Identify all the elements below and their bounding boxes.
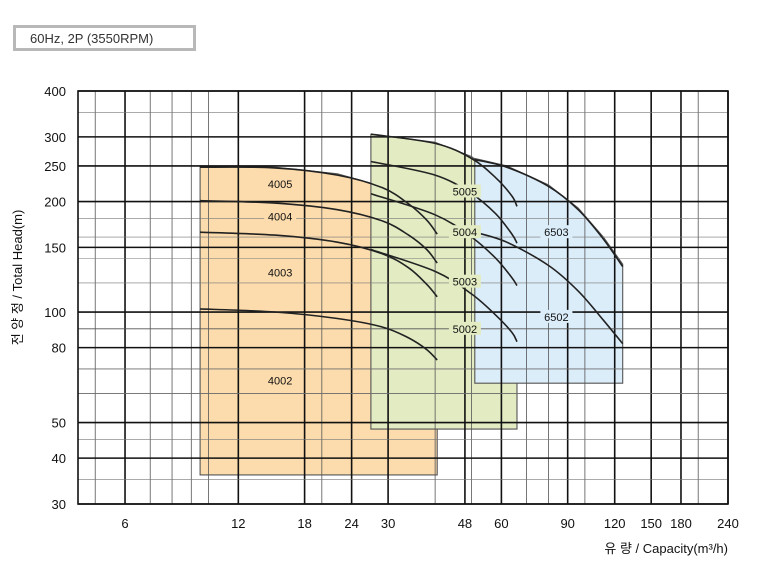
curve-6503: [474, 158, 624, 268]
x-tick-label: 180: [670, 516, 692, 531]
y-axis-label: 전 양 정 / Total Head(m): [10, 210, 25, 346]
frequency-badge-text: 60Hz, 2P (3550RPM): [30, 30, 154, 46]
curve-label-bg: [448, 274, 481, 288]
plot-frame: [77, 90, 729, 505]
curve-labels: 4005 4004 4003 4002 5005 5004 5003 5002 6503 6502: [264, 177, 573, 388]
curve-5002: [370, 248, 518, 343]
y-tick-label: 40: [52, 451, 66, 466]
y-tick-label: 300: [44, 130, 66, 145]
x-tick-label: 18: [297, 516, 311, 531]
x-tick-label: 30: [381, 516, 395, 531]
frequency-badge: 60Hz, 2P (3550RPM): [13, 25, 196, 51]
pump-curves: [200, 133, 624, 361]
x-tick-label: 60: [494, 516, 508, 531]
curve-label-4003: 4003: [268, 268, 292, 280]
x-tick-label: 120: [604, 516, 626, 531]
curve-5004: [370, 160, 518, 244]
y-tick-label: 50: [52, 416, 66, 431]
curve-label-5002: 5002: [453, 324, 477, 336]
x-axis-label: 유 량 / Capacity(m³/h): [604, 541, 728, 556]
curve-label-5004: 5004: [453, 227, 477, 239]
curve-label-6502: 6502: [544, 312, 568, 324]
curve-label-bg: [448, 321, 481, 335]
curve-label-4002: 4002: [268, 376, 292, 388]
curve-label-bg: [264, 265, 297, 279]
curve-label-bg: [264, 177, 297, 191]
curve-label-bg: [448, 184, 481, 198]
y-tick-label: 200: [44, 195, 66, 210]
x-tick-label: 6: [121, 516, 128, 531]
curve-label-6503: 6503: [544, 227, 568, 239]
x-tick-label: 240: [717, 516, 739, 531]
y-axis-ticks: 30 40 50 80 100 150 200 250 300 400: [44, 84, 66, 512]
curve-label-bg: [264, 209, 297, 223]
y-tick-label: 400: [44, 84, 66, 99]
y-tick-label: 250: [44, 159, 66, 174]
y-tick-label: 100: [44, 305, 66, 320]
curve-label-5003: 5003: [453, 277, 477, 289]
curve-4002: [200, 308, 438, 361]
x-tick-label: 24: [344, 516, 358, 531]
x-axis-ticks: 6 12 18 24 30 48 60 90 120 150 180 240: [121, 516, 738, 531]
y-tick-label: 80: [52, 341, 66, 356]
x-tick-label: 12: [231, 516, 245, 531]
curve-label-bg: [264, 373, 297, 387]
curve-4005: [200, 166, 438, 235]
curve-6502: [474, 231, 624, 345]
curve-label-bg: [448, 225, 481, 239]
x-tick-label: 150: [640, 516, 662, 531]
y-tick-label: 150: [44, 240, 66, 255]
curve-5003: [370, 192, 518, 287]
curve-label-bg: [540, 225, 573, 239]
x-tick-label: 90: [560, 516, 574, 531]
curve-label-5005: 5005: [453, 186, 477, 198]
pump-regions: [199, 133, 624, 476]
curve-5005: [370, 133, 518, 207]
curve-4004: [200, 199, 438, 264]
y-tick-label: 30: [52, 497, 66, 512]
x-tick-label: 48: [458, 516, 472, 531]
curve-label-4004: 4004: [268, 212, 292, 224]
curve-label-bg: [540, 309, 573, 323]
curve-label-4005: 4005: [268, 179, 292, 191]
